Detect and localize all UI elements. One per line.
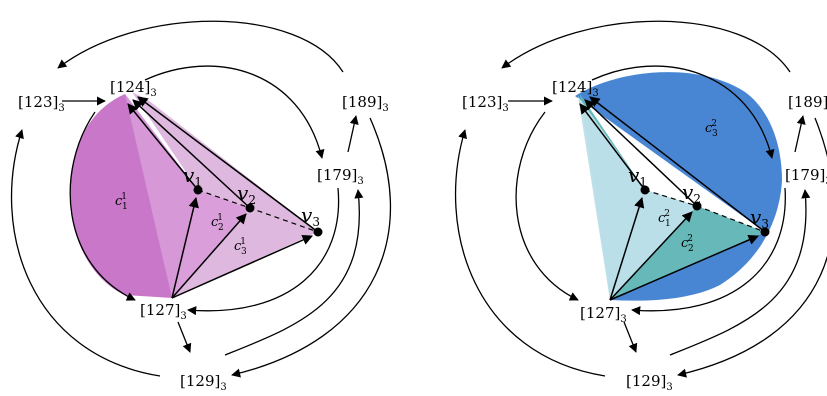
- left-arrow-179-to-189: [347, 115, 359, 153]
- right-node-129: [129]3: [626, 372, 673, 393]
- right-arrow-127-to-v1: [609, 196, 645, 301]
- left-arrow-127-to-129: [177, 321, 192, 353]
- right-vertex-v2: [692, 201, 702, 211]
- right-region-label-c1: c2 1: [658, 209, 671, 229]
- right-region-label-c2: c2 2: [681, 234, 694, 254]
- left-vertex-v2: [245, 203, 255, 213]
- right-vertex-v3: [760, 227, 770, 237]
- left-vertex-label-v3: v3: [301, 203, 320, 229]
- right-arrow-127-to-v3: [609, 234, 759, 301]
- left-node-179: [179]3: [317, 166, 364, 187]
- right-arrow-v2-to-124: [584, 99, 698, 207]
- right-vertex-label-v3: v3: [750, 205, 769, 231]
- right-node-123: [123]3: [462, 93, 509, 114]
- right-panel: [123]3 [124]3 [189]3 [179]3 [127]3 [129]…: [454, 20, 827, 393]
- left-region-label-c2: c1 2: [211, 213, 224, 233]
- left-arrow-127-to-v2: [171, 213, 247, 299]
- left-node-189: [189]3: [342, 93, 389, 114]
- left-arc-179-to-127: [187, 187, 340, 316]
- right-arc-179-to-127: [631, 187, 786, 316]
- right-arrow-v1-to-124: [579, 103, 646, 191]
- left-arc-189-to-129: [231, 117, 391, 378]
- right-arc-124-to-179: [591, 65, 775, 159]
- right-vertex-label-v1: v1: [628, 163, 647, 189]
- left-arc-189-to-123: [57, 20, 344, 73]
- right-arc-123-to-127: [515, 111, 579, 301]
- left-arc-123-to-127: [69, 111, 136, 301]
- left-arc-124-to-179: [144, 65, 325, 159]
- left-arrow-v2-to-124: [132, 99, 251, 209]
- left-arrow-v1-to-124: [127, 103, 199, 191]
- right-arrow-v3-to-124: [589, 96, 766, 233]
- right-arrow-127-to-129: [623, 321, 638, 353]
- left-node-127: [127]3: [140, 301, 187, 322]
- right-arrow-179-to-189: [794, 115, 806, 153]
- right-vertex-v1: [640, 185, 650, 195]
- left-node-129: [129]3: [180, 372, 227, 393]
- left-vertex-v1: [193, 185, 203, 195]
- left-arrow-127-to-v3: [171, 235, 313, 299]
- left-region-label-c1: c1 1: [115, 192, 128, 212]
- right-region-label-c3: c2 3: [705, 119, 718, 139]
- left-region-c2: [125, 94, 250, 298]
- left-arc-129-to-179: [224, 189, 364, 356]
- right-arc-129-to-123: [454, 129, 606, 377]
- left-node-123: [123]3: [18, 93, 65, 114]
- left-arc-129-to-123: [10, 129, 161, 377]
- left-panel: [123]3 [124]3 [189]3 [179]3 [127]3 [129]…: [10, 20, 391, 393]
- right-arc-189-to-129: [677, 117, 827, 378]
- right-arrow-127-to-v2: [609, 211, 693, 301]
- left-arrow-127-to-v1: [171, 196, 199, 299]
- left-vertex-label-v1: v1: [183, 163, 202, 189]
- right-arc-189-to-123: [501, 20, 791, 73]
- left-region-label-c3: c1 3: [234, 237, 247, 257]
- left-arrow-v3-to-124: [137, 96, 319, 233]
- right-vertex-label-v2: v2: [682, 180, 701, 206]
- left-node-124: [124]3: [110, 78, 157, 99]
- left-vertex-label-v2: v2: [237, 181, 256, 207]
- right-node-124: [124]3: [552, 78, 599, 99]
- right-node-127: [127]3: [580, 304, 627, 325]
- right-region-c3: [575, 72, 782, 301]
- right-node-189: [189]3: [788, 93, 827, 114]
- right-node-179: [179]3: [785, 166, 827, 187]
- right-arc-129-to-179: [669, 189, 811, 356]
- left-region-c3: [132, 92, 318, 298]
- left-vertex-v3: [313, 227, 323, 237]
